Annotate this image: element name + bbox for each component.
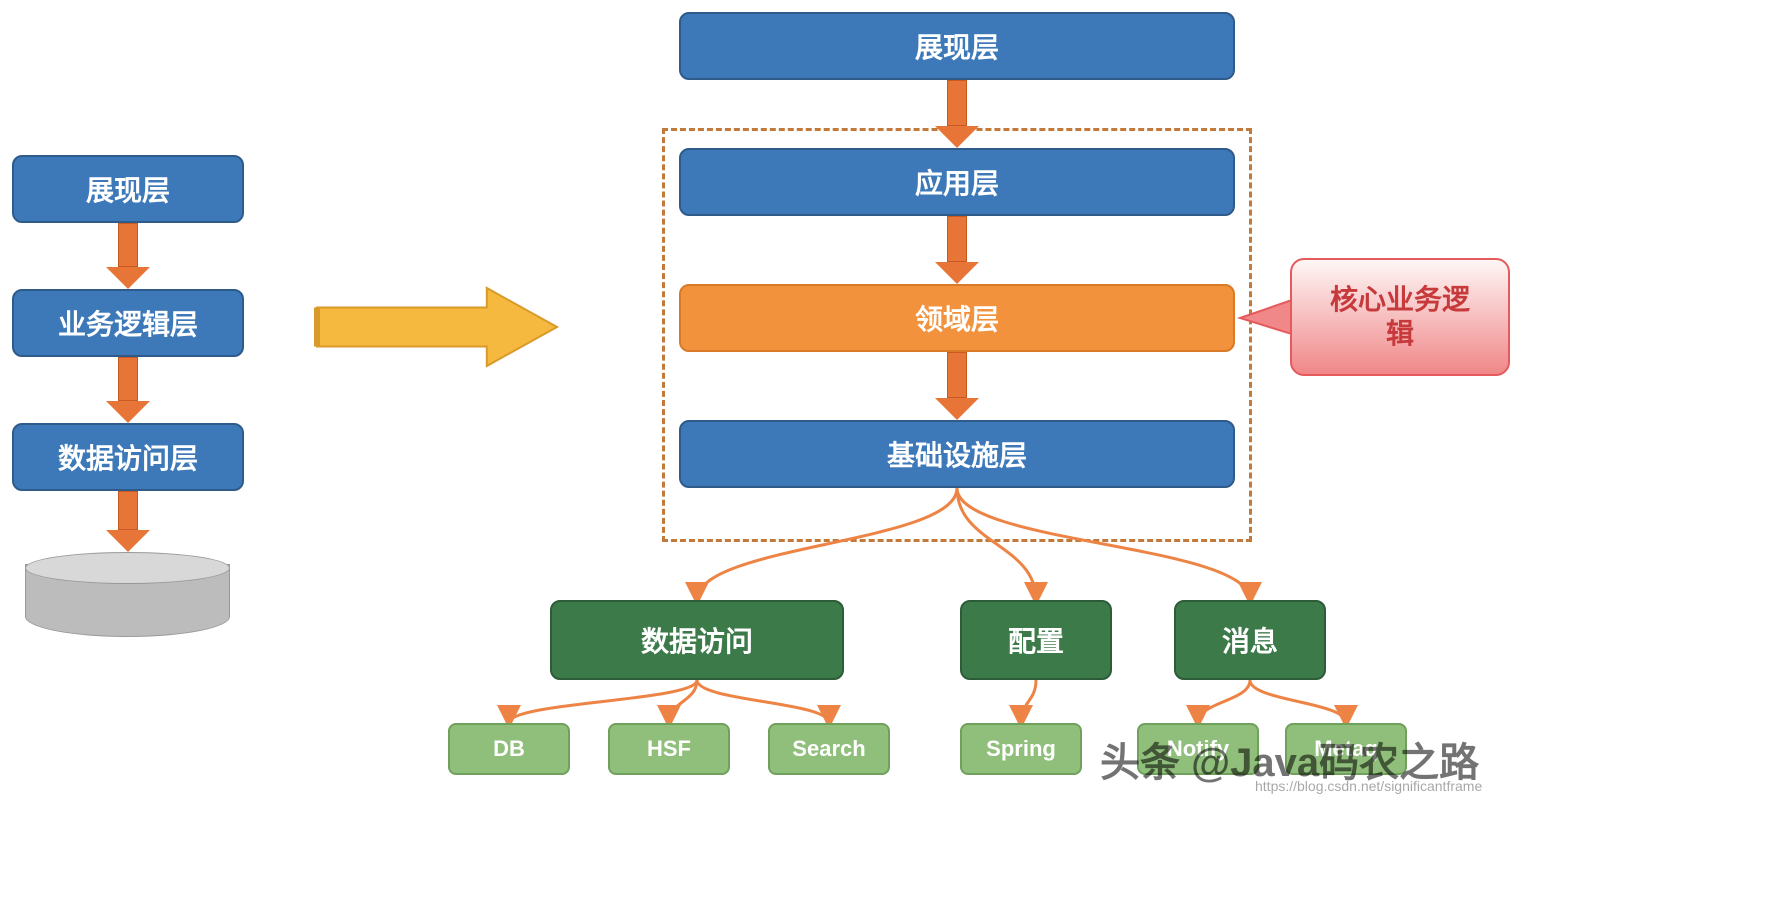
arrow-down-icon	[106, 223, 150, 289]
infra-leaf-hsf: HSF	[608, 723, 730, 775]
watermark-sub: https://blog.csdn.net/significantframe	[1255, 778, 1482, 794]
infra-message: 消息	[1174, 600, 1326, 680]
infra-leaf-spring: Spring	[960, 723, 1082, 775]
r-application: 应用层	[679, 148, 1235, 216]
r-presentation: 展现层	[679, 12, 1235, 80]
big-arrow-right-icon	[317, 288, 557, 366]
r-infra: 基础设施层	[679, 420, 1235, 488]
arrow-down-icon	[935, 80, 979, 148]
infra-leaf-search: Search	[768, 723, 890, 775]
r-domain: 领域层	[679, 284, 1235, 352]
left-data-access: 数据访问层	[12, 423, 244, 491]
left-presentation: 展现层	[12, 155, 244, 223]
arrow-down-icon	[106, 491, 150, 552]
infra-leaf-db: DB	[448, 723, 570, 775]
infra-data-access: 数据访问	[550, 600, 844, 680]
arrow-down-icon	[935, 352, 979, 420]
arrow-down-icon	[935, 216, 979, 284]
arrow-down-icon	[106, 357, 150, 423]
database-cylinder-icon	[25, 552, 230, 637]
left-business: 业务逻辑层	[12, 289, 244, 357]
core-logic-callout: 核心业务逻 辑	[1290, 258, 1510, 376]
infra-config: 配置	[960, 600, 1112, 680]
